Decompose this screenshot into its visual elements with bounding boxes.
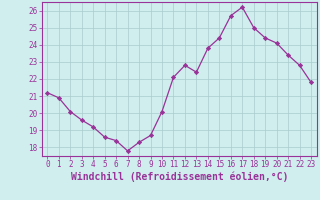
X-axis label: Windchill (Refroidissement éolien,°C): Windchill (Refroidissement éolien,°C) [70, 172, 288, 182]
